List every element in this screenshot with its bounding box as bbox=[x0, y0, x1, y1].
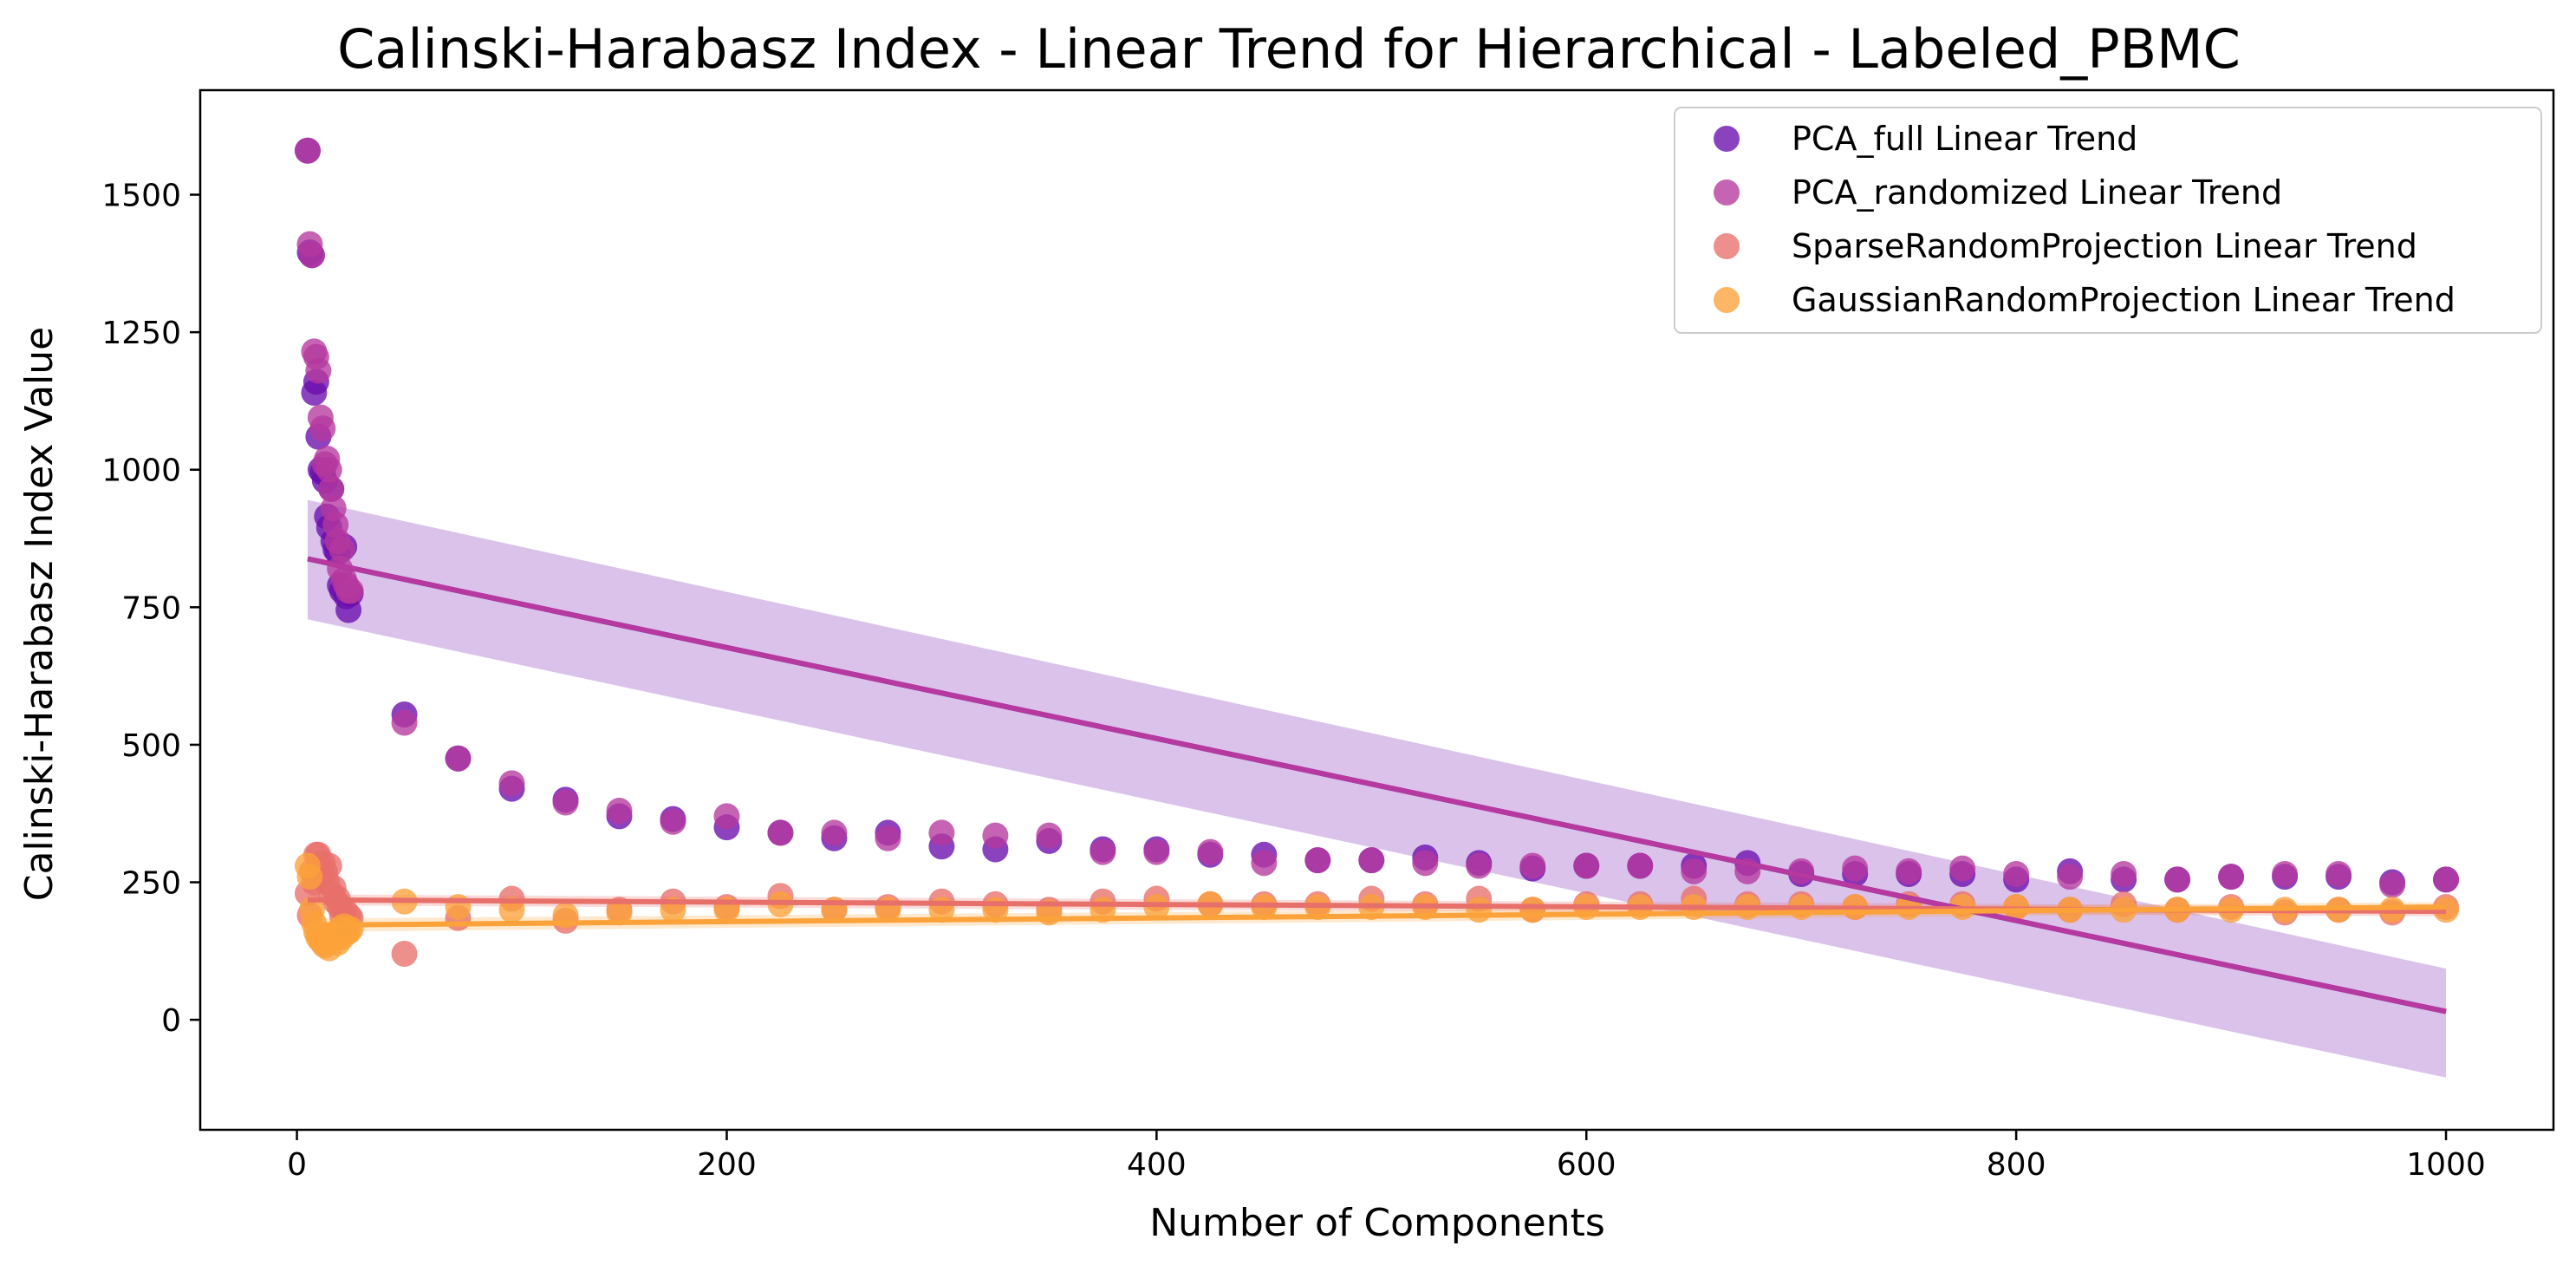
data-point-1-59 bbox=[2433, 866, 2460, 893]
data-point-1-42 bbox=[1519, 852, 1546, 879]
x-tick-label-400: 400 bbox=[1127, 1147, 1187, 1183]
data-point-1-35 bbox=[1143, 838, 1170, 865]
data-point-1-51 bbox=[2003, 861, 2030, 888]
legend: PCA_full Linear Trend PCA_randomized Line… bbox=[1674, 107, 2542, 334]
plot-frame bbox=[198, 88, 2555, 1132]
data-point-1-16 bbox=[329, 536, 355, 563]
x-tick-label-1000: 1000 bbox=[2406, 1147, 2486, 1183]
data-point-1-32 bbox=[982, 822, 1009, 849]
y-tick-label-1500: 1500 bbox=[101, 179, 181, 214]
data-point-1-43 bbox=[1573, 852, 1600, 879]
y-tick-label-1000: 1000 bbox=[101, 453, 181, 489]
trend-line-3 bbox=[307, 904, 2447, 929]
y-axis-label: Calinski-Harabasz Index Value bbox=[17, 327, 62, 901]
data-point-1-41 bbox=[1466, 852, 1493, 879]
data-point-1-37 bbox=[1251, 850, 1278, 877]
data-point-1-20 bbox=[337, 577, 364, 604]
data-point-1-49 bbox=[1896, 858, 1922, 884]
data-point-1-30 bbox=[875, 825, 901, 851]
data-point-1-23 bbox=[498, 770, 525, 797]
data-point-1-0 bbox=[294, 137, 321, 164]
data-point-3-42 bbox=[1519, 897, 1546, 923]
legend-label-1: PCA_randomized Linear Trend bbox=[1792, 173, 2282, 212]
data-point-3-1 bbox=[296, 864, 323, 890]
data-point-1-56 bbox=[2272, 861, 2299, 888]
data-point-1-39 bbox=[1358, 847, 1385, 874]
confidence-bands bbox=[307, 499, 2447, 1078]
data-point-1-22 bbox=[445, 745, 472, 772]
legend-label-3: GaussianRandomProjection Linear Trend bbox=[1792, 281, 2456, 319]
chart-title: Calinski-Harabasz Index - Linear Trend f… bbox=[337, 17, 2241, 81]
x-axis-label: Number of Components bbox=[1149, 1201, 1605, 1245]
data-point-1-28 bbox=[767, 819, 794, 846]
legend-label-2: SparseRandomProjection Linear Trend bbox=[1792, 227, 2417, 265]
data-point-1-40 bbox=[1412, 850, 1439, 877]
legend-box bbox=[1674, 107, 2542, 334]
data-point-3-41 bbox=[1466, 897, 1493, 923]
data-point-1-58 bbox=[2379, 871, 2406, 898]
y-tick-label-250: 250 bbox=[121, 866, 181, 902]
data-point-1-54 bbox=[2164, 866, 2191, 893]
trend-lines bbox=[307, 556, 2447, 1014]
data-point-1-2 bbox=[298, 242, 325, 269]
y-tick-label-500: 500 bbox=[121, 728, 181, 764]
legend-marker-1 bbox=[1714, 179, 1740, 205]
data-point-1-52 bbox=[2057, 864, 2084, 890]
x-tick-label-200: 200 bbox=[697, 1147, 757, 1183]
data-point-1-44 bbox=[1627, 852, 1654, 879]
data-point-1-50 bbox=[1949, 855, 1976, 882]
data-point-1-27 bbox=[713, 803, 740, 830]
data-point-1-29 bbox=[821, 819, 848, 846]
data-point-3-22 bbox=[445, 894, 472, 921]
data-point-1-57 bbox=[2326, 861, 2352, 888]
data-point-1-5 bbox=[305, 357, 332, 384]
data-point-1-26 bbox=[660, 808, 686, 835]
data-point-2-21 bbox=[391, 940, 418, 967]
y-tick-label-1250: 1250 bbox=[101, 316, 181, 351]
confidence-band-0 bbox=[307, 499, 2447, 1078]
data-point-1-10 bbox=[315, 456, 342, 483]
legend-marker-2 bbox=[1714, 233, 1740, 259]
data-point-1-45 bbox=[1681, 858, 1708, 884]
data-point-1-21 bbox=[391, 709, 418, 736]
legend-marker-0 bbox=[1714, 126, 1740, 152]
data-point-1-31 bbox=[928, 819, 955, 846]
data-point-1-34 bbox=[1090, 838, 1116, 865]
data-point-3-25 bbox=[606, 899, 633, 926]
data-point-1-7 bbox=[309, 415, 336, 442]
legend-label-0: PCA_full Linear Trend bbox=[1792, 120, 2137, 158]
y-tick-label-750: 750 bbox=[121, 590, 181, 626]
x-tick-label-0: 0 bbox=[287, 1147, 307, 1183]
trend-line-1 bbox=[307, 556, 2447, 1014]
data-point-3-20 bbox=[337, 916, 364, 943]
data-point-1-38 bbox=[1304, 847, 1331, 874]
data-point-1-11 bbox=[318, 475, 345, 502]
data-point-1-53 bbox=[2111, 861, 2137, 888]
data-point-1-36 bbox=[1197, 838, 1224, 865]
axes: 0 200 400 600 800 1000 0 250 500 750 1000 1250 1500 bbox=[101, 88, 2555, 1183]
data-point-1-48 bbox=[1842, 855, 1869, 882]
data-point-1-55 bbox=[2218, 864, 2245, 890]
y-tick-label-0: 0 bbox=[161, 1003, 181, 1039]
data-point-1-25 bbox=[606, 798, 633, 825]
x-tick-label-800: 800 bbox=[1987, 1147, 2046, 1183]
data-point-1-24 bbox=[552, 789, 579, 816]
data-point-2-10 bbox=[315, 852, 342, 879]
legend-marker-3 bbox=[1714, 287, 1740, 313]
data-point-1-33 bbox=[1036, 822, 1063, 849]
x-tick-label-600: 600 bbox=[1557, 1147, 1617, 1183]
